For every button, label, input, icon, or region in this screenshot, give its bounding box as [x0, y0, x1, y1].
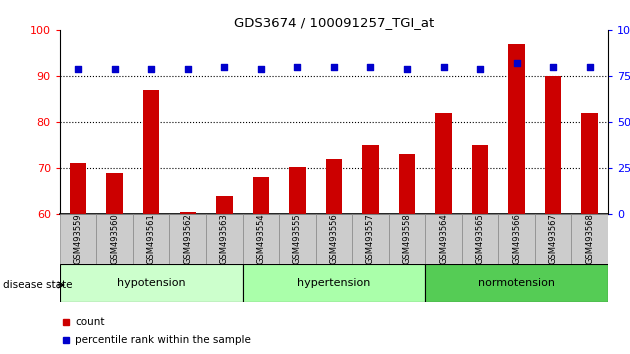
Bar	[399, 154, 415, 214]
Point	[256, 66, 266, 72]
Text: disease state: disease state	[3, 280, 72, 290]
Bar	[70, 162, 86, 214]
Text: GSM493568: GSM493568	[585, 213, 594, 264]
Text: normotension: normotension	[478, 278, 555, 288]
Bar	[243, 214, 279, 264]
Point	[438, 64, 449, 70]
Text: hypotension: hypotension	[117, 278, 185, 288]
Text: GSM493567: GSM493567	[549, 213, 558, 264]
Bar	[389, 214, 425, 264]
Text: GSM493554: GSM493554	[256, 213, 265, 264]
Bar	[462, 214, 498, 264]
Text: GSM493561: GSM493561	[147, 213, 156, 264]
Bar	[133, 214, 169, 264]
Bar	[206, 214, 243, 264]
Text: GSM493559: GSM493559	[74, 213, 83, 264]
Point	[146, 66, 156, 72]
Bar	[571, 214, 608, 264]
Bar	[435, 113, 452, 214]
Text: GSM493563: GSM493563	[220, 213, 229, 264]
Bar	[581, 113, 598, 214]
Bar	[498, 214, 535, 264]
Text: GSM493564: GSM493564	[439, 213, 448, 264]
Text: GSM493566: GSM493566	[512, 213, 521, 264]
Text: GSM493556: GSM493556	[329, 213, 338, 264]
Bar	[326, 159, 342, 214]
Bar	[106, 173, 123, 214]
Point	[110, 66, 120, 72]
Bar	[180, 212, 196, 214]
Text: GSM493557: GSM493557	[366, 213, 375, 264]
Text: GSM493558: GSM493558	[403, 213, 411, 264]
Bar	[253, 177, 269, 214]
Point	[475, 66, 485, 72]
Bar	[535, 214, 571, 264]
Point	[402, 66, 412, 72]
Bar	[143, 90, 159, 214]
Text: hypertension: hypertension	[297, 278, 370, 288]
Text: GSM493560: GSM493560	[110, 213, 119, 264]
Bar	[362, 145, 379, 214]
Point	[219, 64, 229, 70]
Bar	[60, 214, 96, 264]
Text: count: count	[75, 318, 105, 327]
Text: GSM493562: GSM493562	[183, 213, 192, 264]
Bar	[60, 264, 243, 302]
Point	[512, 61, 522, 66]
Bar	[96, 214, 133, 264]
Point	[183, 66, 193, 72]
Bar	[289, 167, 306, 214]
Text: GSM493555: GSM493555	[293, 213, 302, 264]
Point	[548, 64, 558, 70]
Bar	[545, 76, 561, 214]
Bar	[472, 145, 488, 214]
Point	[585, 64, 595, 70]
Bar	[425, 264, 608, 302]
Bar	[216, 196, 232, 214]
Point	[292, 64, 302, 70]
Point	[365, 64, 375, 70]
Bar	[279, 214, 316, 264]
Bar	[316, 214, 352, 264]
Title: GDS3674 / 100091257_TGI_at: GDS3674 / 100091257_TGI_at	[234, 16, 434, 29]
Bar	[169, 214, 206, 264]
Text: percentile rank within the sample: percentile rank within the sample	[75, 335, 251, 344]
Bar	[508, 44, 525, 214]
Bar	[425, 214, 462, 264]
Point	[329, 64, 339, 70]
Point	[73, 66, 83, 72]
Bar	[352, 214, 389, 264]
Text: GSM493565: GSM493565	[476, 213, 484, 264]
Bar	[243, 264, 425, 302]
